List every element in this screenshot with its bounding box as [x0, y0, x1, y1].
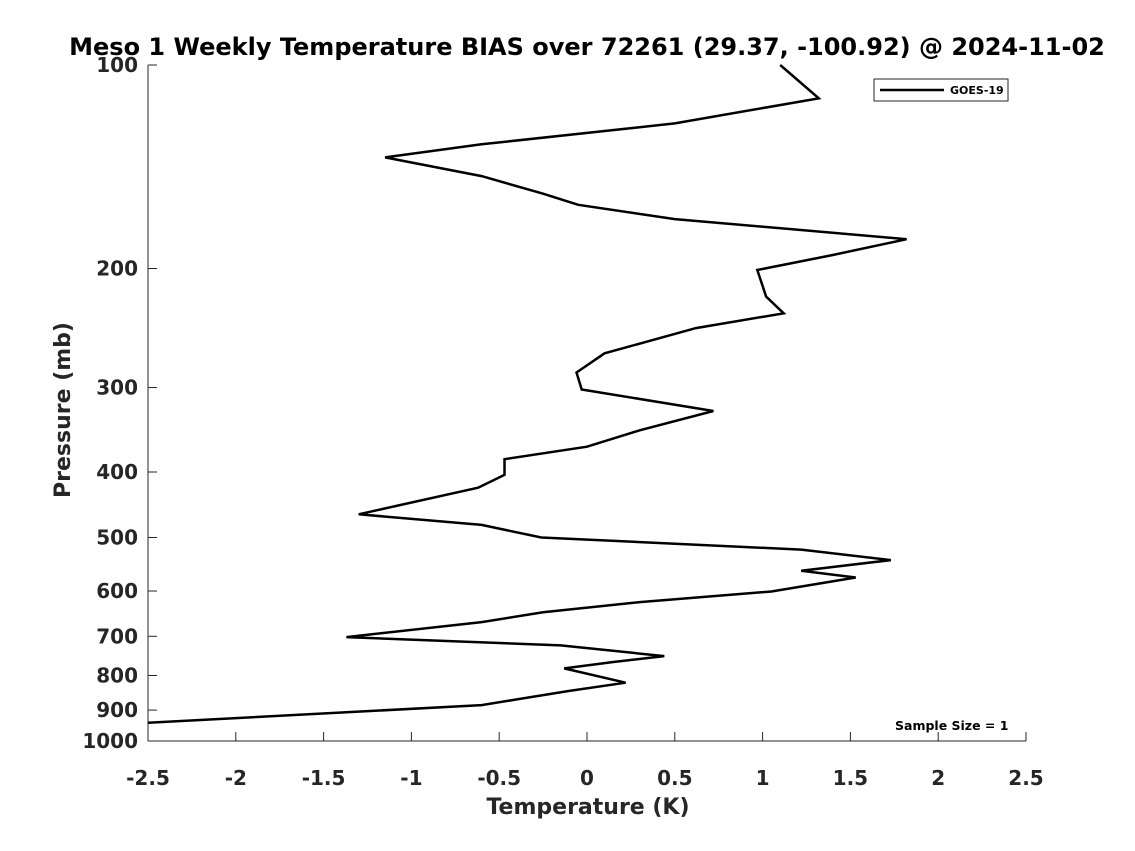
y-tick-label: 700: [96, 624, 138, 648]
y-tick-label: 200: [96, 256, 138, 280]
legend: GOES-19: [873, 78, 1009, 102]
series-layer: [147, 64, 907, 725]
y-tick-label: 100: [96, 53, 138, 77]
y-tick-label: 600: [96, 579, 138, 603]
y-tick-label: 300: [96, 376, 138, 400]
x-tick-label: -2: [225, 766, 247, 790]
x-tick-label: 2.5: [1008, 766, 1043, 790]
axes: -2.5 -2 -1.5 -1 -0.5 0 0.5 1 1.5 2 2.5 100 200 300 400…: [82, 53, 1043, 790]
series-line-goes-19: [147, 64, 907, 725]
sample-size-annotation: Sample Size = 1: [895, 718, 1008, 733]
y-axis-label: Pressure (mb): [51, 322, 76, 498]
y-tick-label: 900: [96, 698, 138, 722]
y-tick-label: 400: [96, 460, 138, 484]
x-tick-label: 0.5: [657, 766, 692, 790]
legend-label-goes-19: GOES-19: [950, 84, 1004, 97]
x-tick-label: -1: [400, 766, 422, 790]
x-tick-label: -0.5: [477, 766, 521, 790]
x-tick-label: 0: [580, 766, 594, 790]
x-tick-label: 2: [931, 766, 945, 790]
x-axis-label: Temperature (K): [486, 795, 689, 820]
y-tick-label: 1000: [82, 729, 138, 753]
y-tick-label: 500: [96, 526, 138, 550]
x-tick-label: 1: [756, 766, 770, 790]
x-tick-label: -1.5: [302, 766, 346, 790]
y-tick-label: 800: [96, 663, 138, 687]
x-tick-label: 1.5: [833, 766, 868, 790]
chart-title: Meso 1 Weekly Temperature BIAS over 7226…: [69, 33, 1105, 61]
x-tick-label: -2.5: [126, 766, 170, 790]
